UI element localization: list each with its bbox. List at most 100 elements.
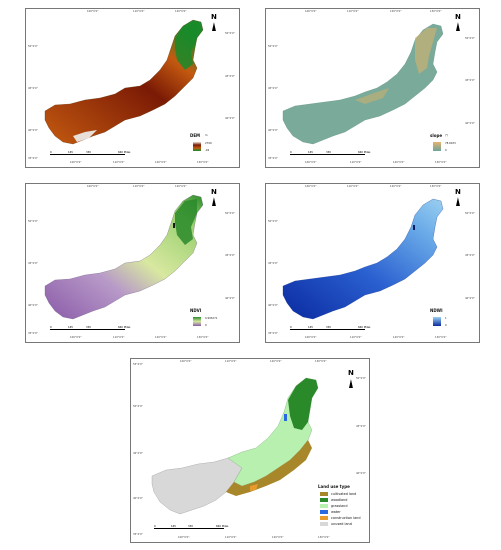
landuse-swatch-1 [320,497,328,502]
ndvi-scale-0: 0 [50,326,52,329]
ndwi-scale-2: 330 [326,326,331,329]
dem-lon-top-0: 100°0'0" [87,10,99,13]
ndvi-lon-bottom-2: 120°0'0" [155,336,167,339]
dem-lat-left-2: 40°0'0" [28,129,38,132]
landuse-lon-top-2: 120°0'0" [270,360,282,363]
landuse-lat-left-2: 45°0'0" [133,452,143,455]
landuse-north-label: N [348,369,354,377]
landuse-swatch-5 [320,521,328,526]
landuse-swatch-3 [320,509,328,514]
dem-north-label: N [211,13,217,21]
dem-lat-right-0: 50°0'0" [225,32,235,35]
slope-lon-top-2: 120°0'0" [390,10,402,13]
landuse-legend-item-1: woodland [320,497,347,502]
ndwi-scale-0: 0 [290,326,292,329]
landuse-swatch-2 [320,503,328,508]
ndvi-map-frame [25,183,240,343]
ndvi-north-arrow-icon [212,197,216,206]
dem-legend-ramp [193,142,201,151]
slope-scale-2: 330 [326,151,331,154]
landuse-label-2: grassland [331,503,348,508]
ndvi-lat-left-3: 35°0'0" [28,332,38,335]
ndvi-panel: 100°0'0" 110°0'0" 120°0'0" 100°0'0" 110°… [25,183,240,343]
dem-forest-patch [175,24,197,70]
slope-scale-bar: 0 165 330 660 Miles [290,151,370,155]
slope-lat-right-2: 40°0'0" [465,122,475,125]
ndvi-lon-top-0: 100°0'0" [87,185,99,188]
dem-legend-title: DEM [190,133,201,138]
slope-ridge-patch [415,28,437,74]
slope-legend-title: slope [430,133,443,138]
ndvi-legend-high: 0.993271 [205,317,218,320]
ndvi-lon-top-2: 120°0'0" [175,185,187,188]
ndvi-scale-bar: 0 165 330 660 Miles [50,326,130,330]
landuse-map-frame [130,358,370,543]
slope-legend-high: 78.6033 [445,142,456,145]
ndwi-lat-right-2: 40°0'0" [465,297,475,300]
landuse-unused-land [151,453,243,515]
landuse-construction-patch [250,484,258,491]
ndwi-panel: 100°0'0" 110°0'0" 120°0'0" 130°0'0" 100°… [265,183,480,343]
slope-lon-bottom-2: 120°0'0" [393,161,405,164]
ndwi-lat-left-0: 50°0'0" [268,220,278,223]
ndwi-lon-top-1: 110°0'0" [347,185,359,188]
dem-scale-1: 165 [68,151,73,154]
dem-lon-bottom-3: 130°0'0" [197,161,209,164]
landuse-legend-item-3: water [320,509,341,514]
ndvi-map [44,194,204,320]
landuse-lat-left-3: 40°0'0" [133,497,143,500]
landuse-cultivated-land [226,440,312,496]
landuse-lat-right-0: 50°0'0" [356,377,366,380]
landuse-swatch-4 [320,515,328,520]
slope-legend-ramp [433,142,441,151]
ndvi-region-shape [44,194,204,320]
dem-lon-top-2: 120°0'0" [175,10,187,13]
landuse-scale-0: 0 [154,525,156,528]
dem-map [44,19,204,145]
landuse-woodland [288,378,318,430]
ndwi-lon-top-2: 120°0'0" [390,185,402,188]
ndwi-lon-bottom-2: 120°0'0" [393,336,405,339]
landuse-legend-title: Land use type [318,484,350,489]
ndwi-north-arrow-icon [456,197,460,206]
ndvi-scale-1: 165 [68,326,73,329]
dem-legend-low: -92 [205,149,210,152]
landuse-label-0: cultivated land [331,491,357,496]
dem-lat-right-2: 40°0'0" [225,117,235,120]
landuse-label-4: construction land [331,515,361,520]
landuse-scale-1: 165 [171,525,176,528]
dem-scale-3: 660 Miles [118,151,131,154]
slope-ridge-patch-2 [355,88,389,104]
slope-lon-bottom-1: 110°0'0" [350,161,362,164]
landuse-legend-item-2: grassland [320,503,347,508]
dem-lat-left-0: 50°0'0" [28,45,38,48]
ndvi-legend-low: 0 [205,324,207,327]
ndvi-lat-right-2: 40°0'0" [225,297,235,300]
ndwi-lake-mark [413,225,415,230]
ndwi-north-label: N [455,188,461,196]
ndvi-scale-2: 330 [86,326,91,329]
ndwi-legend-title: NDWI [430,308,443,313]
dem-legend-high: 2799 [205,142,212,145]
ndwi-legend-high: 1 [445,317,447,320]
dem-lon-bottom-2: 120°0'0" [155,161,167,164]
slope-lon-top-3: 130°0'0" [430,10,442,13]
slope-lon-top-0: 100°0'0" [305,10,317,13]
landuse-legend-item-0: cultivated land [320,491,356,496]
ndvi-forest-patch [175,199,197,245]
ndwi-lon-bottom-1: 110°0'0" [350,336,362,339]
slope-legend-low: 0 [445,149,447,152]
ndwi-lat-right-0: 50°0'0" [465,212,475,215]
ndvi-lon-top-1: 110°0'0" [133,185,145,188]
dem-lat-right-1: 45°0'0" [225,75,235,78]
ndwi-lat-left-3: 35°0'0" [268,332,278,335]
landuse-label-1: woodland [331,497,348,502]
dem-lat-left-3: 35°0'0" [28,157,38,160]
landuse-lon-bottom-1: 110°0'0" [225,536,237,539]
slope-scale-0: 0 [290,151,292,154]
slope-lat-left-2: 40°0'0" [268,129,278,132]
ndwi-lat-left-2: 40°0'0" [268,304,278,307]
landuse-legend-item-4: construction land [320,515,360,520]
slope-map [282,23,444,145]
ndvi-lat-left-0: 50°0'0" [28,220,38,223]
